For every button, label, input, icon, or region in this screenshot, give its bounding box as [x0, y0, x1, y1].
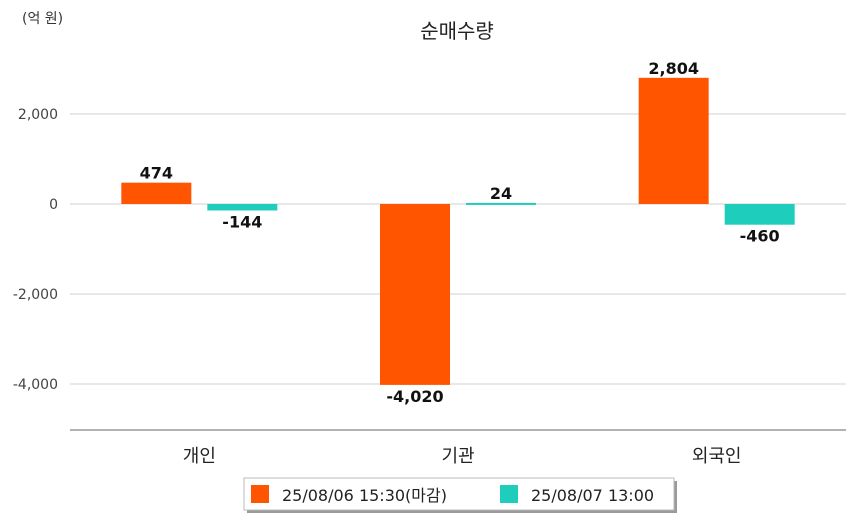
y-tick-label: 2,000: [18, 107, 58, 123]
data-label: -4,020: [386, 387, 443, 406]
grid-lines: [70, 113, 846, 385]
legend-swatch-series-1: [251, 485, 269, 503]
bar-series-1: [638, 77, 709, 204]
bars: [121, 77, 795, 385]
data-label: 474: [140, 164, 173, 183]
data-label: -144: [222, 212, 262, 231]
y-tick-label: 0: [49, 197, 58, 213]
legend-box: [243, 477, 675, 511]
category-label: 기관: [441, 446, 474, 467]
category-label: 외국인: [692, 446, 742, 467]
y-unit-label: (억 원): [22, 11, 63, 27]
data-labels: 474 -144 -4,020 24 2,804 -460: [140, 59, 780, 406]
legend-label-series-2: 25/08/07 13:00: [531, 486, 654, 505]
x-axis-categories: 개인 기관 외국인: [183, 446, 742, 467]
chart-title: 순매수량: [420, 19, 494, 43]
bar-series-2: [466, 202, 536, 205]
y-tick-label: -2,000: [13, 287, 58, 303]
legend-label-series-1: 25/08/06 15:30(마감): [282, 486, 447, 505]
data-label: 2,804: [648, 59, 699, 78]
legend: 25/08/06 15:30(마감) 25/08/07 13:00: [243, 477, 677, 513]
bar-series-2: [207, 204, 278, 211]
bar-series-1: [380, 204, 450, 385]
legend-swatch-series-2: [500, 485, 518, 503]
y-axis-ticks: 2,000 0 -2,000 -4,000: [13, 107, 58, 393]
y-tick-label: -4,000: [13, 377, 58, 393]
data-label: -460: [740, 227, 780, 246]
bar-series-1: [121, 182, 192, 204]
data-label: 24: [490, 184, 512, 203]
category-label: 개인: [183, 446, 216, 467]
bar-series-2: [724, 204, 795, 225]
